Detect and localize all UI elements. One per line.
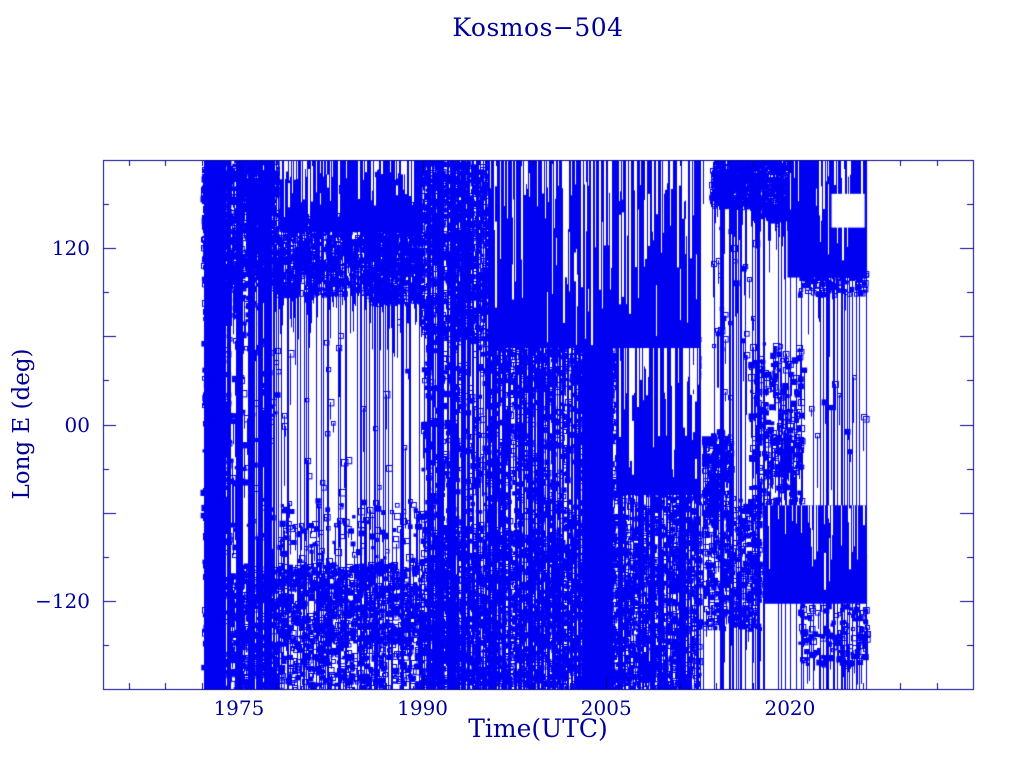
y-tick-label: 00 <box>64 412 90 437</box>
x-tick-label: 2020 <box>764 696 816 720</box>
y-axis-label-text: Long E (deg) <box>9 348 35 500</box>
x-axis-label: Time(UTC) <box>468 714 608 743</box>
x-tick-label: 2005 <box>580 696 632 720</box>
y-tick-label: −120 <box>35 588 90 613</box>
chart-title: Kosmos−504 <box>452 13 624 42</box>
y-tick-label: 120 <box>51 236 90 261</box>
x-tick-label: 1990 <box>397 696 449 720</box>
x-tick-label: 1975 <box>213 696 265 720</box>
